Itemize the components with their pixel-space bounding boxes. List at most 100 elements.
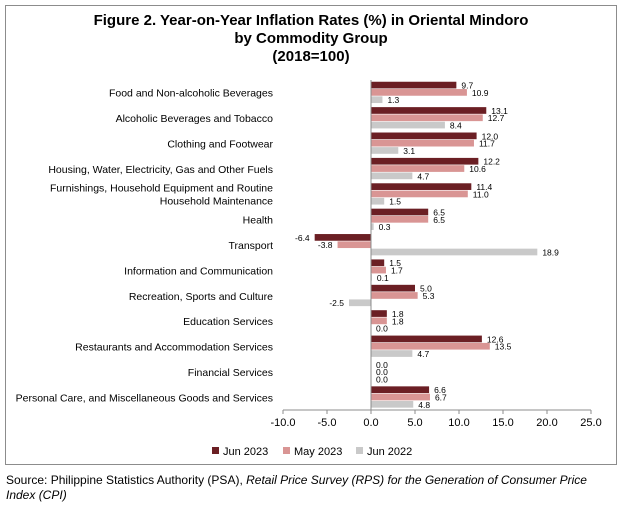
- x-tick-label: -10.0: [270, 417, 295, 429]
- category-label: Housing, Water, Electricity, Gas and Oth…: [48, 164, 273, 176]
- category-label: Household Maintenance: [160, 196, 273, 208]
- data-label: 13.1: [491, 106, 508, 116]
- legend-label: May 2023: [294, 446, 342, 458]
- bar-jun-2022-0: [371, 96, 383, 104]
- category-label: Restaurants and Accommodation Services: [75, 342, 273, 354]
- chart-frame: [5, 5, 617, 465]
- data-label: 10.6: [469, 164, 486, 174]
- legend-swatch-jun-2023: [212, 447, 219, 454]
- bar-may-2023-9: [371, 317, 387, 325]
- data-label: 6.6: [434, 385, 446, 395]
- x-tick-label: 10.0: [448, 417, 469, 429]
- x-tick-label: -5.0: [318, 417, 337, 429]
- data-label: 9.7: [461, 81, 473, 91]
- data-label: 11.4: [476, 182, 492, 192]
- bar-may-2023-1: [371, 114, 483, 122]
- data-label: 5.0: [420, 284, 432, 294]
- data-label: 0.1: [377, 273, 389, 283]
- category-label: Education Services: [183, 316, 273, 328]
- data-label: 12.7: [488, 113, 505, 123]
- data-label: 12.0: [482, 131, 499, 141]
- bar-may-2023-0: [371, 89, 467, 96]
- bar-jun-2023-9: [371, 310, 387, 317]
- data-label: 0.3: [379, 222, 391, 232]
- data-label: 13.5: [495, 342, 512, 352]
- bar-may-2023-5: [371, 215, 429, 223]
- category-label: Food and Non-alcoholic Beverages: [109, 88, 273, 100]
- bar-may-2023-2: [371, 139, 474, 147]
- data-label: 3.1: [403, 146, 415, 156]
- chart-subtitle-line-2: (2018=100): [272, 48, 350, 65]
- bar-jun-2023-8: [371, 284, 415, 292]
- bar-jun-2022-6: [371, 248, 538, 256]
- data-label: 1.3: [387, 95, 399, 105]
- legend-label: Jun 2022: [367, 446, 412, 458]
- data-label: 4.7: [417, 171, 429, 181]
- data-label: 1.8: [392, 309, 404, 319]
- data-label: 1.5: [389, 197, 401, 207]
- category-label: Recreation, Sports and Culture: [129, 291, 273, 303]
- bar-jun-2022-12: [371, 400, 414, 408]
- bar-jun-2023-12: [371, 386, 430, 394]
- bar-jun-2023-0: [371, 81, 457, 89]
- bar-may-2023-6: [337, 241, 371, 249]
- source-italic: Retail Price Survey (RPS) for the Genera…: [6, 473, 587, 502]
- category-label: Alcoholic Beverages and Tobacco: [116, 113, 274, 125]
- bar-jun-2022-3: [371, 172, 413, 180]
- data-label: 1.7: [391, 266, 403, 276]
- chart-title: Figure 2. Year-on-Year Inflation Rates (…: [93, 12, 529, 29]
- bar-may-2023-10: [371, 342, 490, 350]
- bar-may-2023-4: [371, 190, 468, 198]
- data-label: 18.9: [542, 247, 559, 257]
- category-label: Financial Services: [188, 367, 273, 379]
- data-label: 4.7: [417, 349, 429, 359]
- data-label: 1.5: [389, 258, 401, 268]
- data-label: 11.7: [479, 139, 495, 149]
- bar-jun-2023-2: [371, 132, 477, 140]
- category-label: Health: [243, 215, 274, 227]
- x-tick-label: 20.0: [536, 417, 557, 429]
- data-label: 6.7: [435, 392, 447, 402]
- data-label: 10.9: [472, 88, 489, 98]
- category-label: Information and Communication: [124, 265, 273, 277]
- bar-jun-2023-7: [371, 259, 385, 267]
- data-label: -6.4: [295, 233, 310, 243]
- data-label: 1.8: [392, 316, 404, 326]
- bar-jun-2022-2: [371, 147, 399, 154]
- data-label: 0.0: [376, 360, 388, 370]
- bar-jun-2023-1: [371, 107, 487, 114]
- bar-jun-2022-10: [371, 350, 413, 357]
- bar-jun-2023-5: [371, 208, 429, 216]
- bar-may-2023-8: [371, 292, 418, 299]
- data-label: 0.0: [376, 324, 388, 334]
- category-label: Furnishings, Household Equipment and Rou…: [50, 183, 273, 195]
- x-tick-label: 5.0: [407, 417, 422, 429]
- x-tick-label: 15.0: [492, 417, 513, 429]
- category-label: Clothing and Footwear: [167, 138, 273, 150]
- bar-jun-2022-5: [371, 223, 374, 230]
- data-label: 0.0: [376, 367, 388, 377]
- data-label: 5.3: [423, 291, 435, 301]
- bar-may-2023-3: [371, 165, 465, 172]
- bar-jun-2023-10: [371, 335, 482, 343]
- source-note: Source: Philippine Statistics Authority …: [6, 473, 616, 503]
- data-label: 12.2: [483, 157, 500, 167]
- legend-label: Jun 2023: [223, 446, 268, 458]
- x-tick-label: 25.0: [580, 417, 601, 429]
- data-label: 4.8: [418, 400, 430, 410]
- bar-jun-2023-6: [314, 234, 371, 241]
- category-label: Personal Care, and Miscellaneous Goods a…: [16, 392, 273, 404]
- legend-swatch-jun-2022: [356, 447, 363, 454]
- bar-jun-2023-4: [371, 183, 472, 190]
- bar-may-2023-7: [371, 266, 386, 274]
- legend-swatch-may-2023: [283, 447, 290, 454]
- category-label: Transport: [228, 240, 273, 252]
- source-prefix: Source: Philippine Statistics Authority …: [6, 473, 247, 487]
- data-label: 6.5: [433, 215, 445, 225]
- bar-may-2023-12: [371, 393, 430, 401]
- bar-chart: 9.710.9 1.3 Food and Non-alcoholic Beverag…: [16, 80, 602, 458]
- data-label: -2.5: [329, 298, 344, 308]
- bar-jun-2022-8: [349, 299, 371, 307]
- data-label: 12.6: [487, 334, 504, 344]
- data-label: 6.5: [433, 207, 445, 217]
